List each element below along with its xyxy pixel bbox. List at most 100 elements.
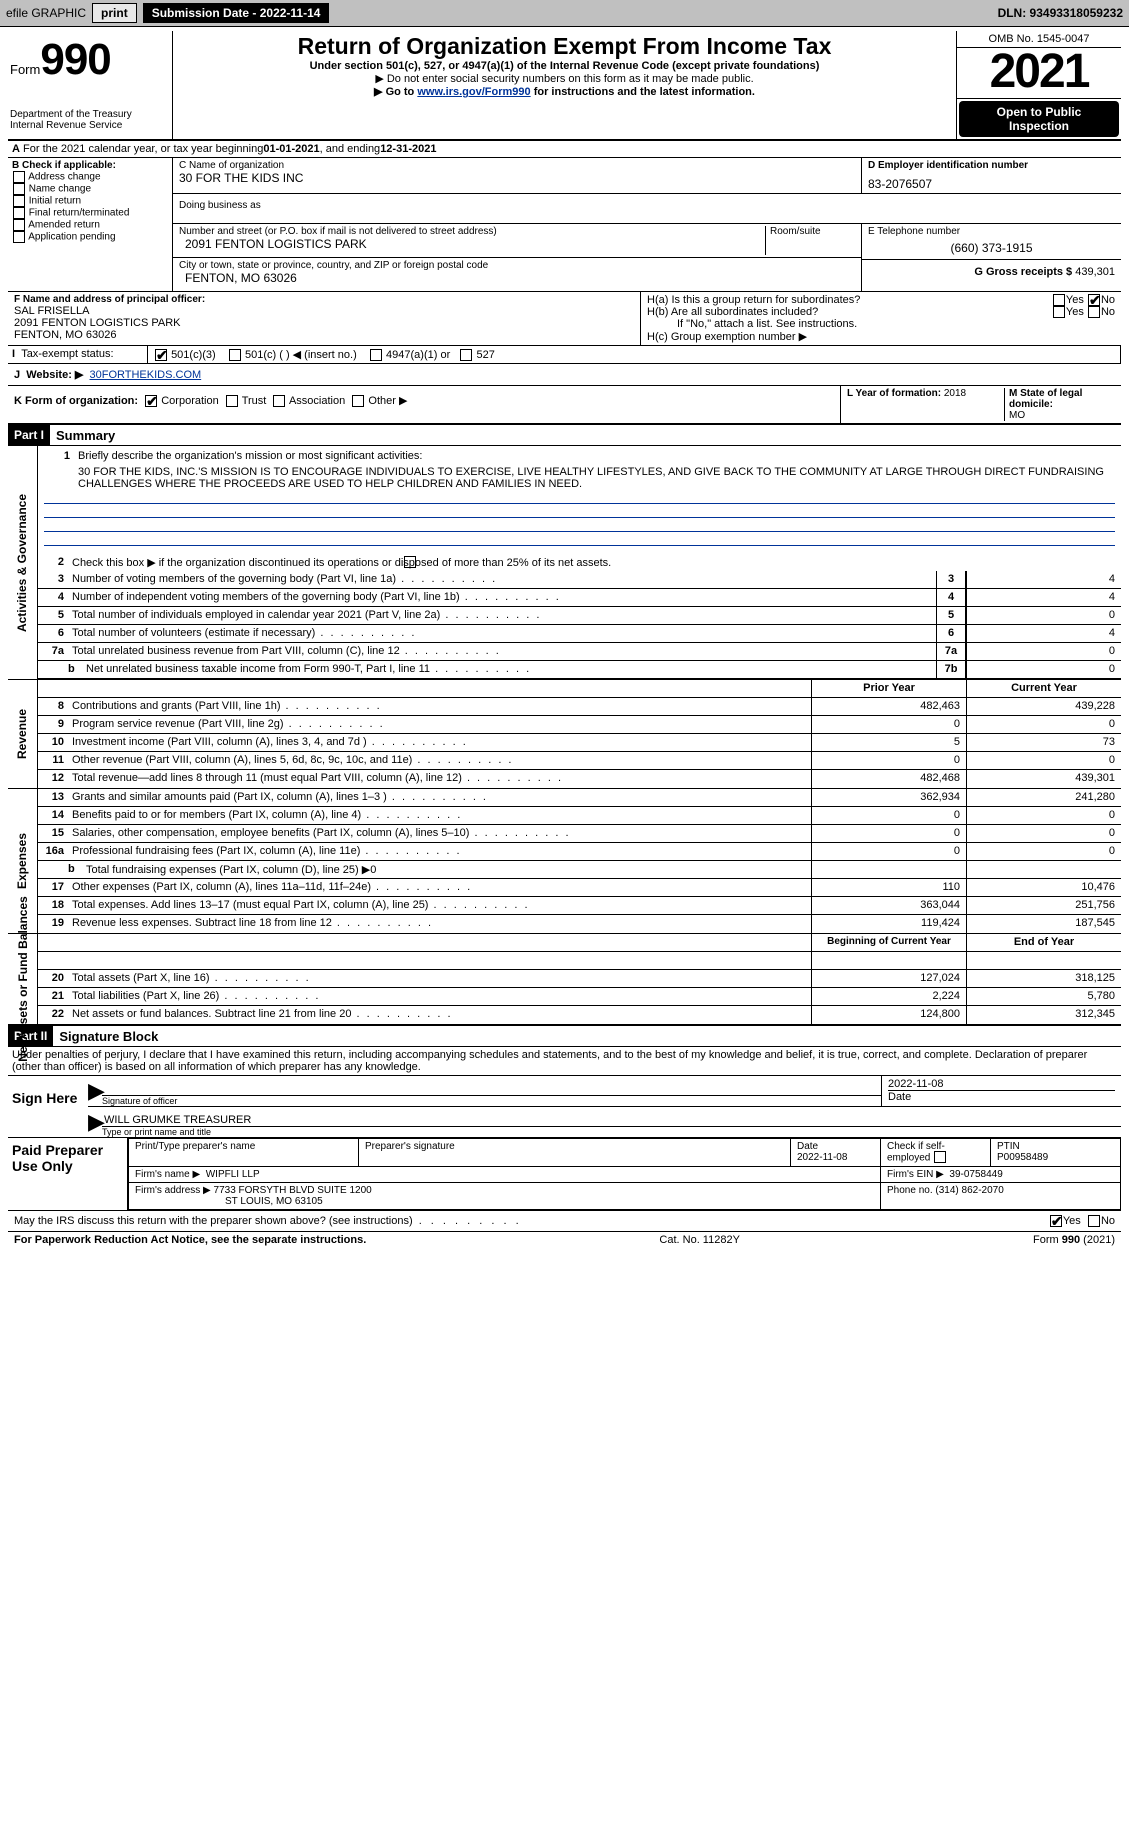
- label-phone: E Telephone number: [868, 226, 1115, 237]
- ck-ha-yes[interactable]: [1053, 294, 1065, 306]
- table-row: 19Revenue less expenses. Subtract line 1…: [38, 915, 1121, 933]
- ck-application-pending[interactable]: [13, 231, 25, 243]
- ck-assoc[interactable]: [273, 395, 285, 407]
- prep-date-label: Date: [797, 1141, 874, 1152]
- hdr-eoy: End of Year: [966, 934, 1121, 951]
- paid-preparer-label: Paid Preparer Use Only: [8, 1138, 128, 1210]
- phone-value: (660) 373-1915: [868, 237, 1115, 255]
- part-i-hdr: Part I: [8, 425, 50, 445]
- street-value: 2091 FENTON LOGISTICS PARK: [179, 237, 765, 255]
- ck-501c3[interactable]: [155, 349, 167, 361]
- rot-revenue: Revenue: [8, 680, 38, 788]
- form-number: Form990: [10, 35, 166, 85]
- ck-ha-no[interactable]: [1088, 294, 1100, 306]
- table-row: 6Total number of volunteers (estimate if…: [38, 625, 1121, 643]
- sig-date-label: Date: [888, 1090, 1115, 1103]
- ck-hb-yes[interactable]: [1053, 306, 1065, 318]
- prep-date-value: 2022-11-08: [797, 1152, 874, 1163]
- firm-phone-label: Phone no.: [887, 1185, 933, 1196]
- sig-date-value: 2022-11-08: [888, 1078, 1115, 1090]
- type-name-label: Type or print name and title: [102, 1127, 1121, 1137]
- rot-net-assets: Net Assets or Fund Balances: [8, 934, 38, 1024]
- ck-trust[interactable]: [226, 395, 238, 407]
- arrow-icon: ▶: [88, 1107, 102, 1137]
- hdr-prior-year: Prior Year: [811, 680, 966, 697]
- form-warning: ▶ Do not enter social security numbers o…: [181, 72, 948, 85]
- table-row: 16aProfessional fundraising fees (Part I…: [38, 843, 1121, 861]
- part-i-title: Summary: [50, 428, 115, 443]
- state-domicile: MO: [1009, 410, 1025, 421]
- ptin-label: PTIN: [997, 1141, 1114, 1152]
- hdr-current-year: Current Year: [966, 680, 1121, 697]
- form-goto: ▶ Go to www.irs.gov/Form990 for instruct…: [181, 85, 948, 98]
- print-button[interactable]: print: [92, 3, 137, 23]
- ck-discontinued[interactable]: [404, 556, 416, 568]
- table-row: 12Total revenue—add lines 8 through 11 (…: [38, 770, 1121, 788]
- ck-address-change[interactable]: [13, 171, 25, 183]
- year-formation: 2018: [944, 388, 966, 399]
- table-row: 22Net assets or fund balances. Subtract …: [38, 1006, 1121, 1024]
- table-row: 21Total liabilities (Part X, line 26)2,2…: [38, 988, 1121, 1006]
- label-tax-status: Tax-exempt status:: [21, 348, 113, 360]
- ck-name-change[interactable]: [13, 183, 25, 195]
- ck-527[interactable]: [460, 349, 472, 361]
- ck-irs-no[interactable]: [1088, 1215, 1100, 1227]
- firm-phone-value: (314) 862-2070: [935, 1185, 1003, 1196]
- firm-name-label: Firm's name ▶: [135, 1169, 200, 1180]
- sig-officer-label: Signature of officer: [102, 1096, 881, 1106]
- table-row: bTotal fundraising expenses (Part IX, co…: [38, 861, 1121, 879]
- label-gross: G Gross receipts $: [974, 266, 1072, 278]
- table-row: 10Investment income (Part VIII, column (…: [38, 734, 1121, 752]
- part-ii-title: Signature Block: [53, 1029, 158, 1044]
- h-a: H(a) Is this a group return for subordin…: [647, 294, 1052, 306]
- ck-501c[interactable]: [229, 349, 241, 361]
- form-title: Return of Organization Exempt From Incom…: [181, 33, 948, 60]
- tax-year: 2021: [957, 48, 1121, 99]
- table-row: 7aTotal unrelated business revenue from …: [38, 643, 1121, 661]
- sign-here-label: Sign Here: [8, 1076, 88, 1137]
- table-row: 20Total assets (Part X, line 16)127,0243…: [38, 970, 1121, 988]
- ptin-value: P00958489: [997, 1152, 1114, 1163]
- firm-ein-label: Firm's EIN ▶: [887, 1169, 944, 1180]
- table-row: 5Total number of individuals employed in…: [38, 607, 1121, 625]
- firm-addr2: ST LOUIS, MO 63105: [135, 1196, 323, 1207]
- gross-value: 439,301: [1075, 266, 1115, 278]
- penalties-text: Under penalties of perjury, I declare th…: [8, 1047, 1121, 1076]
- website-link[interactable]: 30FORTHEKIDS.COM: [90, 369, 202, 381]
- part-ii-hdr: Part II: [8, 1026, 53, 1046]
- efile-label: efile GRAPHIC: [6, 6, 86, 20]
- table-row: 17Other expenses (Part IX, column (A), l…: [38, 879, 1121, 897]
- city-value: FENTON, MO 63026: [179, 271, 855, 289]
- firm-ein-value: 39-0758449: [949, 1169, 1002, 1180]
- table-row: 9Program service revenue (Part VIII, lin…: [38, 716, 1121, 734]
- ck-amended-return[interactable]: [13, 219, 25, 231]
- label-org-name: C Name of organization: [179, 160, 855, 171]
- form-footer: Form 990 (2021): [1033, 1234, 1115, 1246]
- ck-corp[interactable]: [145, 395, 157, 407]
- table-row: 13Grants and similar amounts paid (Part …: [38, 789, 1121, 807]
- preparer-table: Print/Type preparer's name Preparer's si…: [128, 1138, 1121, 1210]
- cat-number: Cat. No. 11282Y: [659, 1234, 740, 1246]
- ck-4947[interactable]: [370, 349, 382, 361]
- h-c: H(c) Group exemption number ▶: [647, 330, 1115, 343]
- ck-final-return[interactable]: [13, 207, 25, 219]
- pra-notice: For Paperwork Reduction Act Notice, see …: [14, 1234, 366, 1246]
- open-to-public: Open to PublicInspection: [959, 101, 1119, 137]
- irs-link[interactable]: www.irs.gov/Form990: [417, 86, 530, 98]
- q2-label: Check this box ▶ if the organization dis…: [68, 554, 1121, 571]
- ck-self-employed[interactable]: [934, 1151, 946, 1163]
- label-state-domicile: M State of legal domicile:: [1009, 388, 1082, 410]
- label-form-org: K Form of organization:: [14, 395, 138, 407]
- officer-addr2: FENTON, MO 63026: [14, 329, 634, 341]
- ck-irs-yes[interactable]: [1050, 1215, 1062, 1227]
- ck-other[interactable]: [352, 395, 364, 407]
- firm-addr-label: Firm's address ▶: [135, 1185, 211, 1196]
- table-row: 15Salaries, other compensation, employee…: [38, 825, 1121, 843]
- ck-hb-no[interactable]: [1088, 306, 1100, 318]
- rot-governance: Activities & Governance: [8, 446, 38, 679]
- submission-date-button[interactable]: Submission Date - 2022-11-14: [143, 3, 330, 23]
- table-row: 3Number of voting members of the governi…: [38, 571, 1121, 589]
- officer-name: SAL FRISELLA: [14, 305, 634, 317]
- ck-initial-return[interactable]: [13, 195, 25, 207]
- table-row: 4Number of independent voting members of…: [38, 589, 1121, 607]
